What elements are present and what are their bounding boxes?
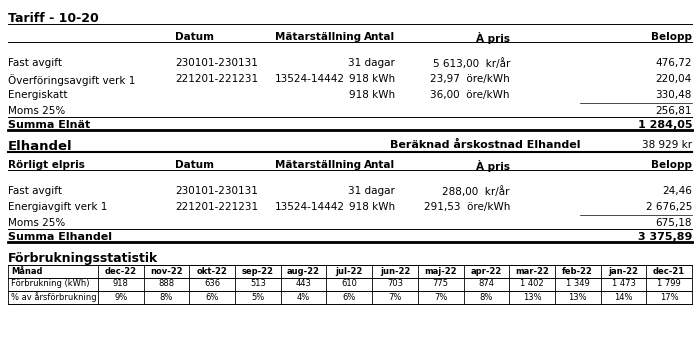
Text: 7%: 7% [434,293,447,302]
Text: 1 473: 1 473 [612,279,636,288]
Text: 256,81: 256,81 [655,106,692,116]
Text: Rörligt elpris: Rörligt elpris [8,160,85,170]
Text: 8%: 8% [480,293,493,302]
Text: 918: 918 [113,279,129,288]
Text: dec-21: dec-21 [653,266,685,276]
Text: 36,00  öre/kWh: 36,00 öre/kWh [430,90,510,100]
Text: 14%: 14% [614,293,633,302]
Text: 4%: 4% [297,293,310,302]
Text: okt-22: okt-22 [197,266,228,276]
Text: 9%: 9% [114,293,127,302]
Text: Mätarställning: Mätarställning [275,160,361,170]
Text: 443: 443 [295,279,312,288]
Text: 703: 703 [387,279,403,288]
Text: 874: 874 [478,279,494,288]
Text: Datum: Datum [175,32,214,42]
Text: Antal: Antal [364,160,395,170]
Text: 675,18: 675,18 [655,218,692,228]
Text: À pris: À pris [476,32,510,44]
Text: 230101-230131: 230101-230131 [175,186,258,196]
Text: 31 dagar: 31 dagar [348,58,395,68]
Text: 6%: 6% [206,293,219,302]
Text: 918 kWh: 918 kWh [349,74,395,84]
Text: Mätarställning: Mätarställning [275,32,361,42]
Text: Belopp: Belopp [651,32,692,42]
Text: 775: 775 [433,279,449,288]
Text: sep-22: sep-22 [242,266,274,276]
Text: Elhandel: Elhandel [8,140,73,153]
Text: 13524-14442: 13524-14442 [275,74,345,84]
Text: Förbrukning (kWh): Förbrukning (kWh) [11,279,90,288]
Text: Överföringsavgift verk 1: Överföringsavgift verk 1 [8,74,135,86]
Text: 918 kWh: 918 kWh [349,90,395,100]
Text: 3 375,89: 3 375,89 [638,232,692,242]
Text: Summa Elnät: Summa Elnät [8,120,90,130]
Text: 1 799: 1 799 [657,279,681,288]
Text: 17%: 17% [660,293,678,302]
Text: 513: 513 [250,279,266,288]
Text: 7%: 7% [389,293,402,302]
Text: Förbrukningsstatistik: Förbrukningsstatistik [8,252,158,265]
Text: dec-22: dec-22 [105,266,137,276]
Text: 24,46: 24,46 [662,186,692,196]
Text: Beräknad årskostnad Elhandel: Beräknad årskostnad Elhandel [390,140,580,150]
Text: maj-22: maj-22 [424,266,457,276]
Text: nov-22: nov-22 [150,266,183,276]
Text: 288,00  kr/år: 288,00 kr/år [442,186,510,197]
Text: 38 929 kr: 38 929 kr [642,140,692,150]
Text: 8%: 8% [160,293,173,302]
Text: À pris: À pris [476,160,510,172]
Text: Datum: Datum [175,160,214,170]
Text: Moms 25%: Moms 25% [8,218,65,228]
Text: Energiskatt: Energiskatt [8,90,67,100]
Text: 291,53  öre/kWh: 291,53 öre/kWh [424,202,510,212]
Text: 220,04: 220,04 [656,74,692,84]
Text: Summa Elhandel: Summa Elhandel [8,232,112,242]
Text: 476,72: 476,72 [655,58,692,68]
Text: 330,48: 330,48 [656,90,692,100]
Text: 13%: 13% [568,293,587,302]
Text: 23,97  öre/kWh: 23,97 öre/kWh [430,74,510,84]
Text: Energiavgift verk 1: Energiavgift verk 1 [8,202,107,212]
Text: 5 613,00  kr/år: 5 613,00 kr/år [433,58,510,69]
Text: Tariff - 10-20: Tariff - 10-20 [8,12,99,25]
Text: 13524-14442: 13524-14442 [275,202,345,212]
Text: Moms 25%: Moms 25% [8,106,65,116]
Text: 230101-230131: 230101-230131 [175,58,258,68]
Text: jan-22: jan-22 [608,266,638,276]
Text: 221201-221231: 221201-221231 [175,74,258,84]
Text: jul-22: jul-22 [335,266,363,276]
Text: 918 kWh: 918 kWh [349,202,395,212]
Text: 1 402: 1 402 [520,279,544,288]
Text: 221201-221231: 221201-221231 [175,202,258,212]
Text: Belopp: Belopp [651,160,692,170]
Text: 888: 888 [158,279,174,288]
Text: 6%: 6% [342,293,356,302]
Text: feb-22: feb-22 [562,266,593,276]
Text: 13%: 13% [523,293,541,302]
Text: Månad: Månad [11,266,43,276]
Text: 31 dagar: 31 dagar [348,186,395,196]
Text: 1 349: 1 349 [566,279,589,288]
Text: apr-22: apr-22 [471,266,502,276]
Text: 636: 636 [204,279,220,288]
Text: % av årsförbrukning: % av årsförbrukning [11,293,97,302]
Text: 2 676,25: 2 676,25 [645,202,692,212]
Text: Fast avgift: Fast avgift [8,186,62,196]
Text: 5%: 5% [251,293,265,302]
Text: Antal: Antal [364,32,395,42]
Text: 610: 610 [342,279,357,288]
Text: 1 284,05: 1 284,05 [638,120,692,130]
Text: jun-22: jun-22 [380,266,410,276]
Text: Fast avgift: Fast avgift [8,58,62,68]
Text: mar-22: mar-22 [515,266,549,276]
Text: aug-22: aug-22 [287,266,320,276]
